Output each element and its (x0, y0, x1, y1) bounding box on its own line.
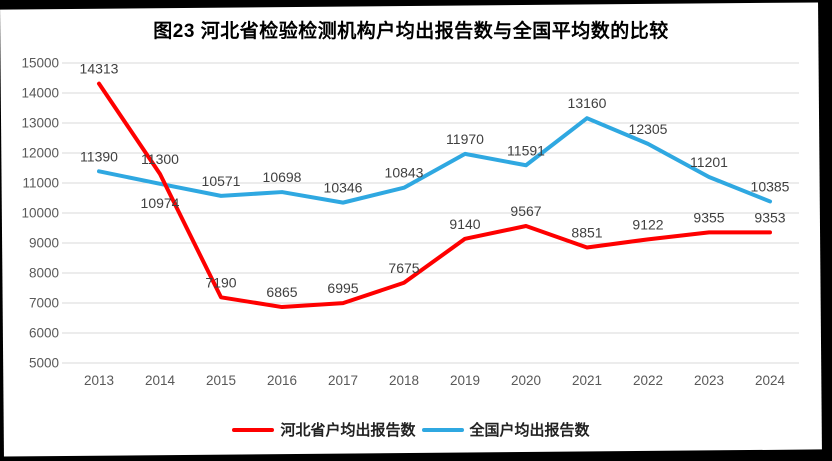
y-axis-tick-label: 14000 (21, 86, 59, 101)
data-label: 11300 (141, 151, 179, 167)
legend-line-swatch (421, 427, 464, 432)
y-axis-tick-label: 12000 (21, 146, 59, 161)
chart-legend: 河北省户均出报告数 全国户均出报告数 (2, 419, 820, 440)
y-axis-tick-label: 8000 (29, 266, 59, 281)
y-axis-tick-label: 11000 (22, 176, 59, 191)
x-axis-tick-label: 2020 (511, 373, 541, 388)
data-label: 6865 (266, 284, 297, 300)
x-axis-tick-label: 2021 (572, 373, 602, 388)
x-axis-tick-label: 2024 (755, 373, 786, 388)
x-axis-tick-label: 2017 (328, 373, 358, 388)
data-label: 7190 (205, 274, 236, 290)
y-axis-tick-label: 6000 (29, 326, 59, 341)
x-axis-tick-label: 2014 (145, 373, 176, 388)
y-axis-tick-label: 9000 (29, 236, 59, 251)
data-label: 12305 (629, 121, 668, 137)
y-axis-tick-label: 13000 (21, 116, 59, 131)
x-axis-tick-label: 2013 (84, 373, 114, 388)
legend-item: 全国户均出报告数 (421, 419, 590, 440)
y-axis-tick-label: 10000 (21, 206, 59, 221)
chart-title: 图23 河北省检验检测机构户均出报告数与全国平均数的比较 (153, 21, 669, 42)
data-label: 11591 (507, 142, 545, 158)
x-axis-tick-label: 2015 (206, 373, 236, 388)
legend-label: 全国户均出报告数 (469, 422, 590, 439)
data-label: 7675 (388, 260, 419, 276)
data-label: 9122 (632, 216, 663, 232)
data-label: 8851 (571, 224, 602, 240)
data-label: 9567 (510, 203, 541, 219)
x-axis-tick-label: 2016 (267, 373, 297, 388)
data-label: 11970 (446, 131, 484, 147)
data-label: 11390 (80, 148, 118, 164)
data-label: 10698 (263, 169, 302, 185)
data-label: 9353 (754, 209, 785, 225)
data-label: 11201 (690, 154, 728, 170)
data-label: 10385 (751, 178, 790, 194)
data-label: 10346 (324, 180, 363, 196)
data-label: 9355 (693, 209, 724, 225)
data-label: 6995 (327, 280, 358, 296)
legend-line-swatch (232, 427, 275, 432)
series-line-河北省户均出报告数 (97, 81, 772, 310)
x-axis-tick-label: 2023 (694, 373, 724, 388)
chart-container: 图23 河北省检验检测机构户均出报告数与全国平均数的比较 5000 6000 700… (2, 6, 820, 453)
y-axis-tick-label: 7000 (29, 296, 59, 311)
x-axis-tick-label: 2019 (450, 373, 480, 388)
data-label: 13160 (568, 95, 607, 111)
data-label: 9140 (449, 216, 480, 232)
data-label: 10974 (141, 195, 180, 211)
y-axis-tick-label: 5000 (29, 356, 59, 371)
data-label: 14313 (80, 61, 119, 77)
x-axis-tick-label: 2018 (389, 373, 419, 388)
data-label: 10571 (202, 173, 241, 189)
x-axis-tick-label: 2022 (633, 373, 663, 388)
series-line-全国户均出报告数 (97, 116, 772, 205)
legend-label: 河北省户均出报告数 (280, 422, 416, 439)
legend-item: 河北省户均出报告数 (232, 419, 416, 440)
line-chart: 5000 6000 7000 8000 9000 10000 11000 12000 13000… (21, 56, 799, 388)
data-label: 10843 (385, 165, 424, 181)
y-axis-tick-label: 15000 (21, 56, 59, 71)
